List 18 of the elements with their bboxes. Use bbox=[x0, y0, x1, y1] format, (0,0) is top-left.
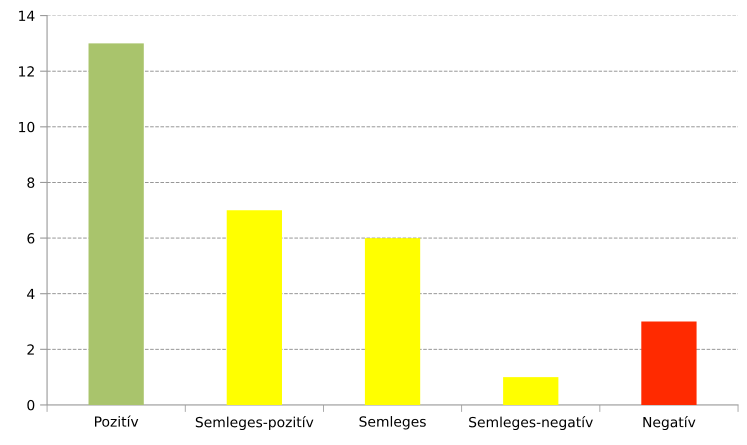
bar bbox=[364, 238, 420, 405]
x-tick-label: Semleges-pozitív bbox=[196, 416, 314, 430]
bar bbox=[226, 210, 282, 405]
bar bbox=[88, 43, 144, 405]
y-tick-label: 8 bbox=[27, 177, 34, 188]
y-tick-label: 4 bbox=[27, 288, 34, 299]
bar bbox=[503, 377, 558, 405]
bar bbox=[641, 322, 697, 405]
y-tick-label: 10 bbox=[19, 122, 34, 132]
x-tick-label: Pozitív bbox=[95, 416, 138, 427]
x-tick-label: Semleges-negatív bbox=[469, 416, 593, 430]
x-tick-label: Semleges bbox=[360, 416, 426, 430]
y-tick-label: 12 bbox=[19, 66, 34, 76]
y-tick-label: 14 bbox=[19, 10, 34, 21]
x-tick-label: Negatív bbox=[643, 416, 696, 430]
y-tick-label: 6 bbox=[27, 233, 34, 244]
y-tick-label: 2 bbox=[27, 344, 34, 355]
y-tick-label: 0 bbox=[27, 400, 34, 410]
